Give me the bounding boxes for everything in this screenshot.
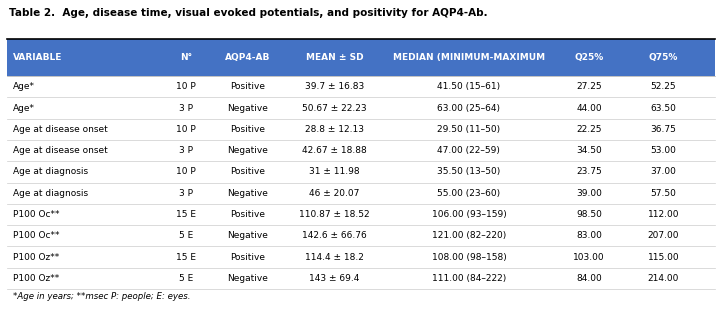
Text: 28.8 ± 12.13: 28.8 ± 12.13: [305, 125, 364, 134]
Text: 207.00: 207.00: [648, 231, 679, 240]
Text: P100 Oc**: P100 Oc**: [13, 231, 59, 240]
Text: Age at disease onset: Age at disease onset: [13, 125, 108, 134]
Bar: [7, 268, 715, 289]
Bar: [7, 161, 715, 183]
Text: Negative: Negative: [227, 274, 269, 283]
Text: 121.00 (82–220): 121.00 (82–220): [432, 231, 506, 240]
Text: 5 E: 5 E: [179, 274, 193, 283]
Bar: [7, 225, 715, 246]
Text: 52.25: 52.25: [651, 82, 677, 91]
Bar: [7, 76, 715, 97]
Bar: [7, 183, 715, 204]
Text: 31 ± 11.98: 31 ± 11.98: [309, 167, 360, 177]
Text: 15 E: 15 E: [176, 253, 196, 262]
Text: 114.4 ± 18.2: 114.4 ± 18.2: [305, 253, 364, 262]
Text: 15 E: 15 E: [176, 210, 196, 219]
Text: MEAN ± SD: MEAN ± SD: [305, 53, 363, 62]
Text: 112.00: 112.00: [648, 210, 679, 219]
Text: 53.00: 53.00: [651, 146, 677, 155]
Text: 106.00 (93–159): 106.00 (93–159): [432, 210, 506, 219]
Text: 39.00: 39.00: [576, 189, 602, 198]
Text: 47.00 (22–59): 47.00 (22–59): [438, 146, 500, 155]
Text: 84.00: 84.00: [576, 274, 602, 283]
Bar: [7, 39, 715, 76]
Text: Negative: Negative: [227, 231, 269, 240]
Text: 44.00: 44.00: [576, 104, 602, 113]
Text: 50.67 ± 22.23: 50.67 ± 22.23: [302, 104, 367, 113]
Text: 103.00: 103.00: [573, 253, 605, 262]
Text: 63.50: 63.50: [651, 104, 677, 113]
Bar: [7, 246, 715, 268]
Text: 23.75: 23.75: [576, 167, 602, 177]
Text: Age at diagnosis: Age at diagnosis: [13, 167, 88, 177]
Text: 27.25: 27.25: [576, 82, 602, 91]
Text: Positive: Positive: [230, 210, 265, 219]
Text: 143 ± 69.4: 143 ± 69.4: [309, 274, 360, 283]
Text: P100 Oz**: P100 Oz**: [13, 253, 59, 262]
Text: 5 E: 5 E: [179, 231, 193, 240]
Text: 142.6 ± 66.76: 142.6 ± 66.76: [302, 231, 367, 240]
Text: Q25%: Q25%: [575, 53, 604, 62]
Text: Positive: Positive: [230, 253, 265, 262]
Text: Positive: Positive: [230, 125, 265, 134]
Text: 57.50: 57.50: [651, 189, 677, 198]
Text: P100 Oz**: P100 Oz**: [13, 274, 59, 283]
Text: 10 P: 10 P: [176, 82, 196, 91]
Text: 29.50 (11–50): 29.50 (11–50): [438, 125, 500, 134]
Text: Positive: Positive: [230, 167, 265, 177]
Text: 34.50: 34.50: [576, 146, 602, 155]
Text: P100 Oc**: P100 Oc**: [13, 210, 59, 219]
Text: 115.00: 115.00: [648, 253, 679, 262]
Text: 110.87 ± 18.52: 110.87 ± 18.52: [299, 210, 370, 219]
Text: 98.50: 98.50: [576, 210, 602, 219]
Text: 10 P: 10 P: [176, 167, 196, 177]
Text: 41.50 (15–61): 41.50 (15–61): [438, 82, 500, 91]
Text: 42.67 ± 18.88: 42.67 ± 18.88: [302, 146, 367, 155]
Bar: [7, 204, 715, 225]
Text: MEDIAN (MINIMUM-MAXIMUM: MEDIAN (MINIMUM-MAXIMUM: [393, 53, 545, 62]
Text: 63.00 (25–64): 63.00 (25–64): [438, 104, 500, 113]
Text: 39.7 ± 16.83: 39.7 ± 16.83: [305, 82, 364, 91]
Text: Negative: Negative: [227, 104, 269, 113]
Text: Negative: Negative: [227, 146, 269, 155]
Text: 108.00 (98–158): 108.00 (98–158): [432, 253, 506, 262]
Text: 214.00: 214.00: [648, 274, 679, 283]
Text: 111.00 (84–222): 111.00 (84–222): [432, 274, 506, 283]
Text: *Age in years; **msec P: people; E: eyes.: *Age in years; **msec P: people; E: eyes…: [13, 292, 191, 301]
Text: Table 2.  Age, disease time, visual evoked potentials, and positivity for AQP4-A: Table 2. Age, disease time, visual evoke…: [9, 8, 487, 18]
Bar: [7, 140, 715, 161]
Text: 35.50 (13–50): 35.50 (13–50): [438, 167, 500, 177]
Text: 36.75: 36.75: [651, 125, 677, 134]
Text: Negative: Negative: [227, 189, 269, 198]
Text: 37.00: 37.00: [651, 167, 677, 177]
Text: Age at disease onset: Age at disease onset: [13, 146, 108, 155]
Text: 46 ± 20.07: 46 ± 20.07: [309, 189, 360, 198]
Text: Positive: Positive: [230, 82, 265, 91]
Text: Q75%: Q75%: [649, 53, 678, 62]
Text: Age*: Age*: [13, 82, 35, 91]
Text: 83.00: 83.00: [576, 231, 602, 240]
Text: 22.25: 22.25: [576, 125, 602, 134]
Bar: [7, 119, 715, 140]
Text: VARIABLE: VARIABLE: [13, 53, 62, 62]
Bar: [7, 97, 715, 119]
Text: 3 P: 3 P: [179, 104, 193, 113]
Text: Age at diagnosis: Age at diagnosis: [13, 189, 88, 198]
Text: 55.00 (23–60): 55.00 (23–60): [438, 189, 500, 198]
Text: N°: N°: [180, 53, 192, 62]
Text: AQP4-AB: AQP4-AB: [225, 53, 271, 62]
Text: 3 P: 3 P: [179, 189, 193, 198]
Text: 3 P: 3 P: [179, 146, 193, 155]
Text: 10 P: 10 P: [176, 125, 196, 134]
Text: Age*: Age*: [13, 104, 35, 113]
